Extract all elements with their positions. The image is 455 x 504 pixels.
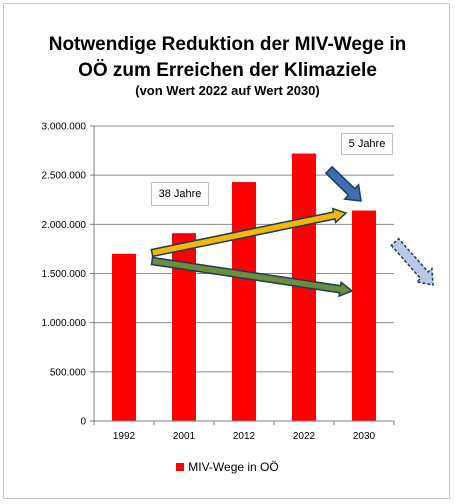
chart-title-line-2: OÖ zum Erreichen der Klimaziele xyxy=(78,60,377,81)
arrow-lightblue-dashed xyxy=(390,237,434,286)
x-tick-label: 1992 xyxy=(113,431,136,442)
chart-subtitle: (von Wert 2022 auf Wert 2030) xyxy=(135,83,320,98)
y-tick-label: 500.000 xyxy=(50,367,87,378)
y-tick-label: 1.000.000 xyxy=(42,318,87,329)
arrow-yellow-trend xyxy=(150,207,348,258)
chart-title-line-1: Notwendige Reduktion der MIV-Wege in xyxy=(48,34,407,55)
x-tick-label: 2030 xyxy=(353,431,376,442)
bar-1992 xyxy=(112,253,136,421)
x-tick-label: 2001 xyxy=(173,431,196,442)
bar-2012 xyxy=(232,182,256,421)
annotation-38-jahre: 38 Jahre xyxy=(151,182,209,206)
annotation-5-jahre: 5 Jahre xyxy=(341,133,393,155)
x-tick-label: 2012 xyxy=(233,431,256,442)
chart-legend: MIV-Wege in OÖ xyxy=(0,460,455,474)
y-tick-label: 2.500.000 xyxy=(42,171,87,182)
x-tick-label: 2022 xyxy=(293,431,316,442)
y-tick-label: 3.000.000 xyxy=(42,122,87,133)
arrow-green-target xyxy=(150,256,354,298)
y-tick-label: 1.500.000 xyxy=(42,269,87,280)
legend-label: MIV-Wege in OÖ xyxy=(188,460,279,474)
legend-swatch xyxy=(176,463,185,471)
arrow-blue-reduction xyxy=(324,165,362,202)
y-tick-label: 0 xyxy=(80,417,86,428)
y-tick-label: 2.000.000 xyxy=(42,220,87,231)
bar-2030 xyxy=(352,210,376,421)
